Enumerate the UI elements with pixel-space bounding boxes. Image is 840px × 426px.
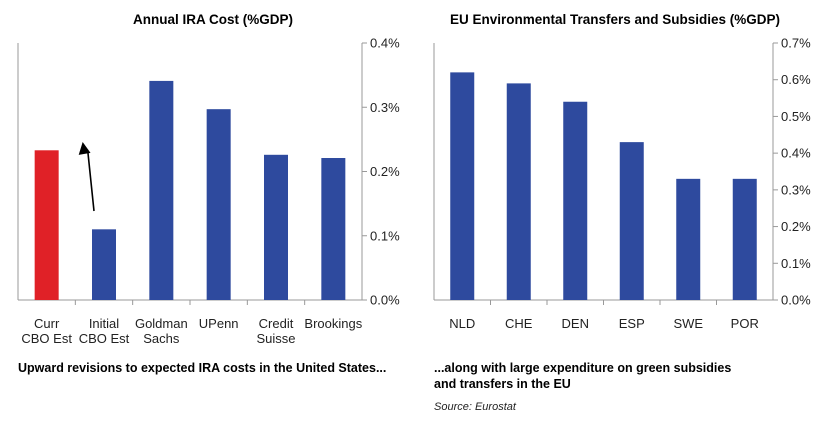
x-tick-label: Credit Suisse [256, 316, 295, 346]
x-tick-label-line: UPenn [199, 316, 239, 331]
x-tick-label-line: Suisse [256, 331, 295, 346]
x-tick-label: ESP [619, 316, 645, 331]
x-tick-label-line: DEN [562, 316, 589, 331]
bar [206, 109, 231, 301]
x-tick-label: NLD [449, 316, 475, 331]
x-tick-label-line: Credit [259, 316, 294, 331]
bar [450, 72, 475, 300]
caption-right-line1: ...along with large expenditure on green… [434, 361, 732, 375]
y-tick-label: 0.5% [781, 109, 811, 124]
x-tick-label: UPenn [199, 316, 239, 331]
x-tick-label-line: CBO Est [79, 331, 130, 346]
x-tick-label: CHE [505, 316, 533, 331]
chart-ira-cost: Annual IRA Cost (%GDP) 0.0% 0.1% 0.2% 0.3% 0… [17, 12, 400, 346]
y-tick-label: 0.2% [781, 219, 811, 234]
bar [732, 178, 757, 300]
x-tick-label-line: POR [731, 316, 759, 331]
x-tick-label-line: Sachs [143, 331, 180, 346]
bar [149, 80, 174, 300]
x-tick-label: Goldman Sachs [135, 316, 188, 346]
y-tick-label: 0.6% [781, 72, 811, 87]
x-tick-label: SWE [673, 316, 703, 331]
x-tick-label-line: Goldman [135, 316, 188, 331]
bar [321, 158, 346, 300]
x-tick-label-line: NLD [449, 316, 475, 331]
y-tick-label: 0.7% [781, 36, 811, 51]
caption-left: Upward revisions to expected IRA costs i… [18, 361, 387, 375]
bar [676, 178, 701, 300]
bar [506, 83, 531, 300]
y-tick-label: 0.3% [370, 100, 400, 115]
y-tick-label: 0.2% [370, 164, 400, 179]
x-tick-label-line: CBO Est [21, 331, 72, 346]
x-tick-label-line: SWE [673, 316, 703, 331]
x-tick-label-line: Curr [34, 316, 60, 331]
y-tick-label: 0.0% [781, 293, 811, 308]
bar [563, 101, 588, 300]
x-tick-label-line: ESP [619, 316, 645, 331]
x-tick-label: Brookings [304, 316, 362, 331]
bar [264, 154, 288, 300]
y-tick-label: 0.3% [781, 182, 811, 197]
x-tick-label: Curr CBO Est [21, 316, 72, 346]
bar [34, 150, 59, 300]
chart-title-eu-transfers: EU Environmental Transfers and Subsidies… [450, 12, 780, 27]
x-tick-label: POR [731, 316, 759, 331]
source-note: Source: Eurostat [434, 401, 516, 413]
y-tick-label: 0.4% [370, 36, 400, 51]
chart-title-ira-cost: Annual IRA Cost (%GDP) [133, 12, 293, 27]
y-tick-label: 0.1% [370, 228, 400, 243]
arrow-head [78, 142, 91, 155]
y-tick-label: 0.0% [370, 293, 400, 308]
x-tick-label-line: Brookings [304, 316, 362, 331]
chart-eu-transfers: EU Environmental Transfers and Subsidies… [433, 12, 811, 331]
x-tick-label: DEN [562, 316, 589, 331]
arrow-shaft [86, 149, 95, 212]
y-tick-label: 0.4% [781, 146, 811, 161]
x-tick-label: Initial CBO Est [79, 316, 130, 346]
bar [619, 142, 644, 300]
caption-right-line2: and transfers in the EU [434, 377, 571, 391]
x-tick-label-line: Initial [89, 316, 119, 331]
bar [92, 229, 116, 300]
x-tick-label-line: CHE [505, 316, 533, 331]
y-tick-label: 0.1% [781, 256, 811, 271]
